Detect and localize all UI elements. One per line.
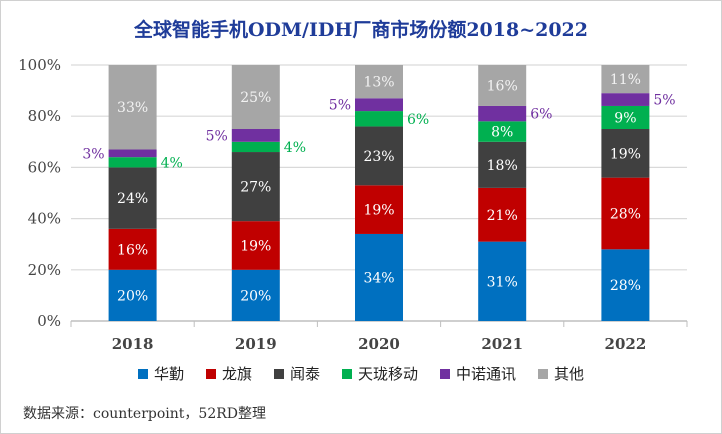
data-label: 16% [487,78,518,94]
legend-item: 龙旗 [205,363,252,384]
y-tick-label: 60% [28,158,61,176]
data-label: 25% [240,90,271,106]
bar-segment [601,93,650,106]
data-label: 21% [487,208,518,224]
data-label: 4% [161,155,183,171]
bar-segment [601,105,650,129]
bar-segment [355,233,403,321]
bar-segment [478,65,527,106]
data-label: 20% [240,288,271,304]
legend-swatch [538,368,549,379]
data-label: 4% [284,140,306,156]
data-label: 6% [530,107,552,123]
y-tick-label: 0% [37,312,61,330]
bar-segment [478,241,527,321]
legend-label: 其他 [554,365,585,383]
data-label: 31% [487,274,518,290]
legend-swatch [137,368,148,379]
legend-label: 中诺通讯 [456,365,517,383]
data-label: 19% [610,146,641,162]
data-label: 16% [117,242,148,258]
data-label: 8% [491,125,513,141]
y-tick-label: 100% [18,56,61,74]
data-label: 23% [363,149,394,165]
bar-segment [108,157,157,168]
legend-label: 龙旗 [221,365,252,383]
bar-segment [355,65,403,99]
legend-swatch [205,368,216,379]
bar-segment [478,105,527,122]
legend-item: 华勤 [137,363,184,384]
source-note: 数据来源：counterpoint，52RD整理 [23,406,266,422]
data-label: 6% [407,112,429,128]
bar-segment [355,185,403,234]
data-label: 33% [117,100,148,116]
bar-segment [601,129,650,178]
data-label: 5% [329,98,351,114]
legend: 华勤 龙旗 闻泰 天珑移动 中诺通讯 其他 [1,363,721,384]
data-label: 19% [240,238,271,254]
x-tick-label: 2021 [481,335,523,353]
bar-segment [108,269,157,321]
bar-segment [355,126,403,186]
data-label: 28% [610,206,641,222]
y-tick-label: 80% [28,107,61,125]
legend-label: 天珑移动 [358,365,419,383]
legend-item: 其他 [538,363,584,384]
bar-segment [108,65,157,150]
x-tick-label: 2022 [605,335,647,353]
legend-label: 闻泰 [289,365,320,383]
bar-segment [108,228,157,270]
legend-item: 闻泰 [273,363,320,384]
bar-segment [601,65,650,94]
data-label: 13% [363,75,394,91]
bar-segment [478,187,527,242]
bar-segment [355,111,403,127]
data-label: 20% [117,288,148,304]
x-tick-label: 2019 [235,335,277,353]
bar-segment [231,221,280,270]
data-label: 3% [82,146,104,162]
bar-segment [231,269,280,321]
data-label: 18% [487,158,518,174]
data-label: 19% [363,203,394,219]
data-label: 24% [117,191,148,207]
legend-item: 中诺通讯 [440,363,516,384]
data-label: 11% [610,72,641,88]
y-tick-label: 20% [28,261,61,279]
bar-segment [601,249,650,321]
data-label: 27% [240,180,271,196]
bar-segment [231,152,280,222]
legend-swatch [273,368,284,379]
bar-segment [231,65,280,129]
bar-segment [478,121,527,142]
data-label: 28% [610,278,641,294]
bar-segment [355,98,403,112]
bar-segment [108,167,157,229]
y-tick-label: 40% [28,210,61,228]
data-label: 9% [614,110,636,126]
data-label: 34% [363,270,394,286]
stacked-bar-chart: 0% 20% 40% 60% 80% 100% 20% 16% 24% 4% 3% 33% 2018 20… [18,56,688,353]
bar-segment [601,177,650,250]
legend-label: 华勤 [153,365,184,383]
chart-title: 全球智能手机ODM/IDH厂商市场份额2018~2022 [134,19,588,41]
bar-segment [478,141,527,188]
data-label: 5% [653,93,675,109]
bar-segment [108,149,157,158]
bar-segment [231,141,280,153]
data-label: 5% [206,128,228,144]
legend-swatch [440,368,451,379]
legend-item: 天珑移动 [342,363,418,384]
x-tick-label: 2018 [112,335,154,353]
x-tick-label: 2020 [358,335,400,353]
legend-swatch [342,368,352,379]
bar-segment [231,129,280,142]
